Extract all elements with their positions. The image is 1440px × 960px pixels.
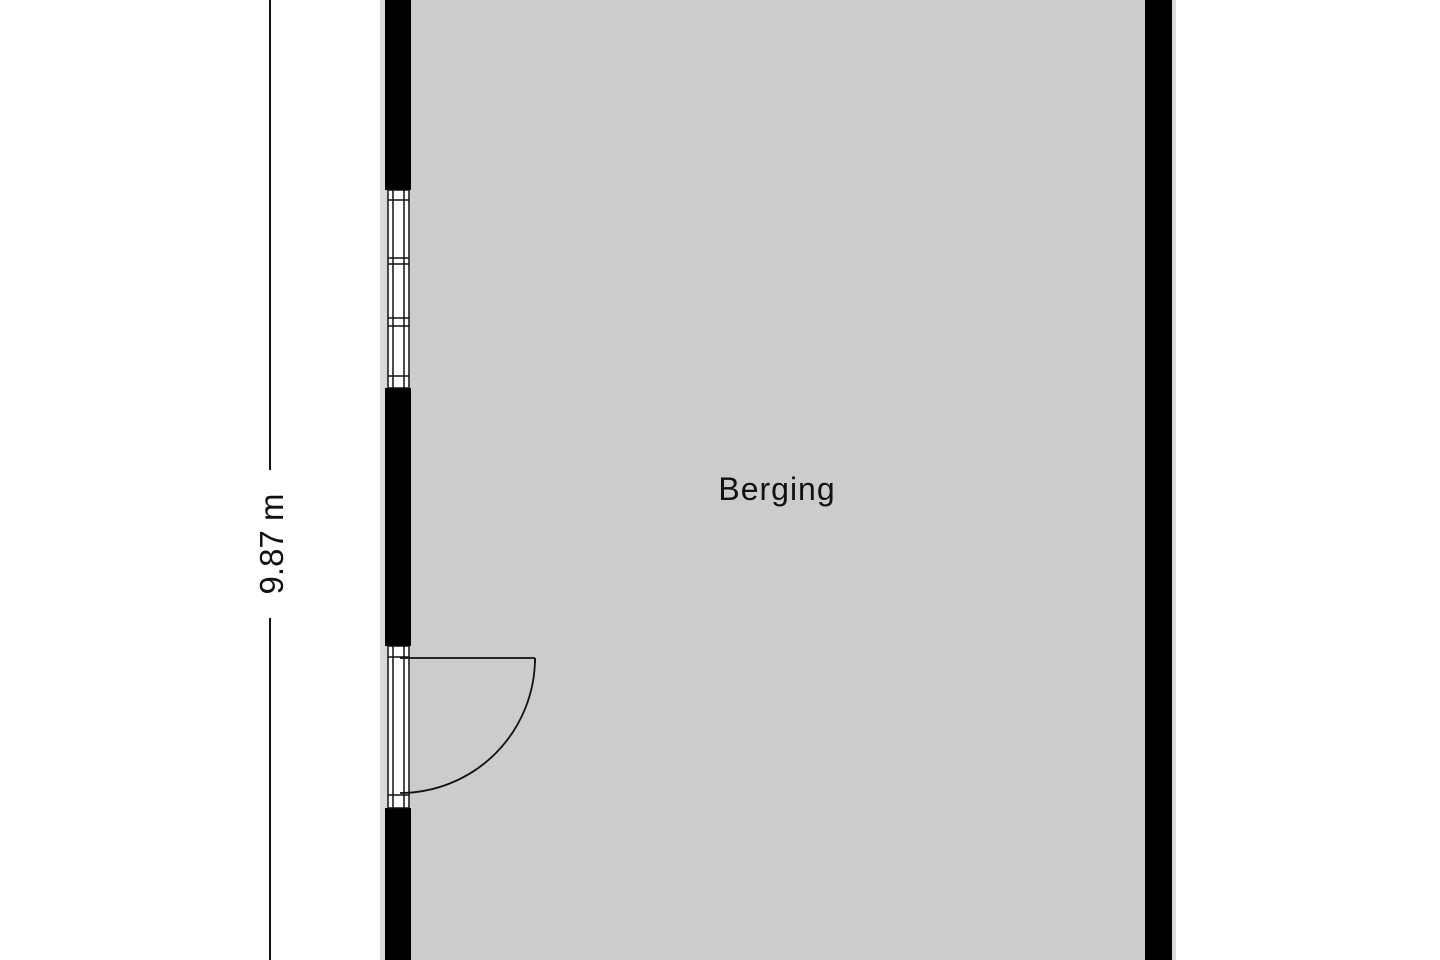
door-swing-arc: [399, 657, 536, 794]
room-floor: [410, 0, 1146, 960]
window-frame: [387, 189, 410, 389]
left-wall-top: [385, 0, 411, 190]
room-label: Berging: [718, 471, 835, 507]
door-frame: [387, 645, 410, 809]
window: [387, 189, 410, 389]
door: [387, 645, 536, 809]
dimension-label: 9.87 m: [253, 494, 290, 595]
right-wall: [1145, 0, 1172, 960]
left-wall-bottom: [385, 808, 411, 960]
left-wall-middle: [385, 388, 411, 646]
